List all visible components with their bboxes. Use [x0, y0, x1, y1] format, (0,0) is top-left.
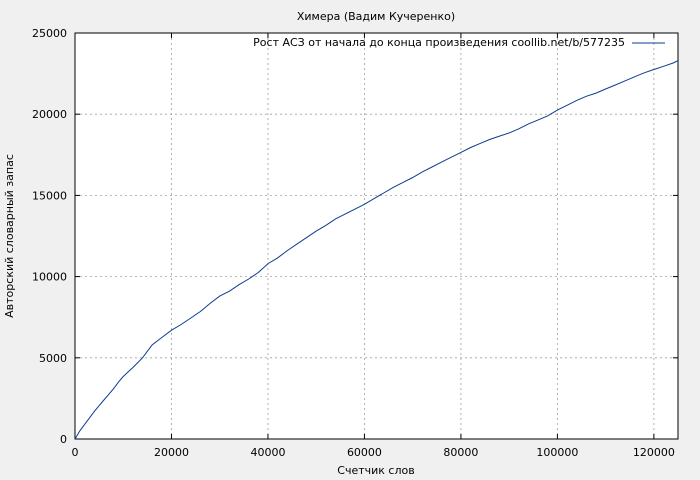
x-tick-label: 120000	[633, 446, 675, 459]
series-layer	[74, 60, 679, 440]
y-tick-label: 0	[60, 433, 67, 446]
x-tick-label: 20000	[154, 446, 189, 459]
x-tick-label: 0	[72, 446, 79, 459]
legend-label: Рост АСЗ от начала до конца произведения…	[253, 36, 625, 49]
x-tick-label: 40000	[250, 446, 285, 459]
y-axis-title: Авторский словарный запас	[3, 154, 16, 318]
legend: Рост АСЗ от начала до конца произведения…	[253, 36, 665, 49]
x-axis-title: Счетчик слов	[337, 464, 414, 477]
y-tick-label: 10000	[32, 271, 67, 284]
chart-title: Химера (Вадим Кучеренко)	[297, 10, 455, 23]
x-tick-label: 80000	[443, 446, 478, 459]
series-line	[74, 60, 679, 440]
axis-ticks	[74, 32, 678, 440]
y-tick-label: 20000	[32, 108, 67, 121]
grid-lines	[75, 33, 678, 439]
y-tick-label: 15000	[32, 189, 67, 202]
x-tick-label: 60000	[347, 446, 382, 459]
x-tick-label: 100000	[536, 446, 578, 459]
plot-area	[74, 32, 679, 440]
y-tick-label: 25000	[32, 27, 67, 40]
y-tick-label: 5000	[39, 352, 67, 365]
